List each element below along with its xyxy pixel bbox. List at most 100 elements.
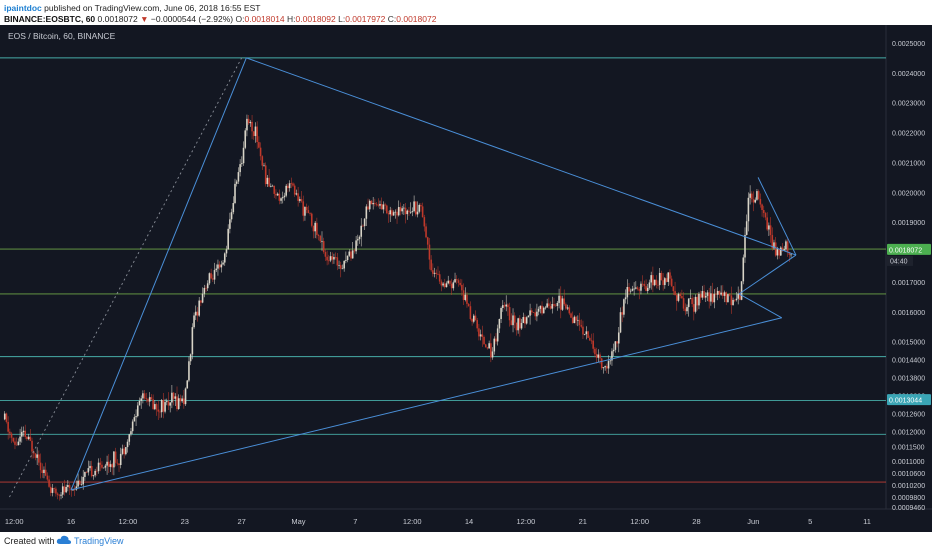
candle-body <box>193 315 195 328</box>
trendline-5[interactable] <box>738 293 783 319</box>
candle-body <box>324 252 327 257</box>
candle-body <box>575 316 577 321</box>
candle-body <box>131 421 134 432</box>
candle-body <box>781 247 784 251</box>
candle-body <box>577 319 579 321</box>
candle-body <box>737 293 739 299</box>
candle-body <box>135 416 137 418</box>
candle-body <box>130 431 132 435</box>
candle-body <box>715 293 717 295</box>
candle-body <box>503 305 506 307</box>
candle-body <box>684 308 687 312</box>
candle-body <box>391 210 393 216</box>
price-tick-label: 0.0024000 <box>892 71 925 78</box>
candle-body <box>357 239 359 241</box>
candle-body <box>372 203 374 205</box>
candle-body <box>365 206 368 219</box>
close-label: C: <box>387 14 397 24</box>
candle-body <box>539 305 542 309</box>
candle-body <box>418 204 421 212</box>
candle-body <box>191 327 194 355</box>
trendline-0[interactable] <box>70 57 247 491</box>
candle-body <box>426 237 429 245</box>
candle-body <box>305 206 308 211</box>
candle-body <box>150 397 153 400</box>
current-price-label: 0.0018072 <box>889 247 922 254</box>
candle-body <box>77 480 79 487</box>
candle-body <box>491 351 494 358</box>
candle-body <box>573 316 576 324</box>
candle-body <box>677 293 680 301</box>
candle-body <box>607 361 610 369</box>
candle-body <box>445 283 448 288</box>
candle-body <box>455 279 458 281</box>
candle-body <box>778 249 780 256</box>
candle-body <box>48 479 50 487</box>
candle-body <box>420 204 422 207</box>
candle-body <box>222 262 224 265</box>
candle-body <box>223 253 226 263</box>
candle-body <box>416 211 419 215</box>
trendline-1[interactable] <box>70 317 782 491</box>
price-axis[interactable]: 0.0025000 0.0024000 0.0023000 0.0022000 0.00… <box>892 41 925 512</box>
candle-body <box>606 366 608 369</box>
candle-body <box>218 264 221 268</box>
candle-body <box>20 432 23 437</box>
publisher-line: ipaintdoc published on TradingView.com, … <box>4 3 260 13</box>
candle-body <box>722 292 724 296</box>
trendlines[interactable] <box>9 57 797 498</box>
candle-body <box>646 287 649 292</box>
candle-body <box>259 147 262 157</box>
candle-body <box>355 240 357 252</box>
footer: Created with TradingView <box>0 532 932 550</box>
candle-body <box>440 281 443 286</box>
candle-body <box>701 291 704 298</box>
trendline-2[interactable] <box>246 57 797 256</box>
price-chart[interactable]: 0.0025000 0.0024000 0.0023000 0.0022000 0.00… <box>0 25 932 532</box>
candle-body <box>559 295 562 310</box>
candle-body <box>63 486 66 493</box>
candle-body <box>532 312 535 313</box>
candle-body <box>754 199 757 203</box>
candle-body <box>602 367 605 369</box>
candle-body <box>312 225 315 232</box>
candle-body <box>660 272 663 281</box>
candle-body <box>703 291 705 298</box>
candle-body <box>757 191 760 199</box>
candle-body <box>212 278 214 280</box>
low-value: 0.0017972 <box>345 14 386 24</box>
candle-body <box>699 293 702 298</box>
candle-body <box>459 282 461 285</box>
candle-body <box>467 303 470 307</box>
candle-body <box>403 207 405 209</box>
trendline-3[interactable] <box>738 254 797 295</box>
candle-body <box>616 341 618 344</box>
candle-body <box>104 465 107 468</box>
candle-body <box>408 210 410 213</box>
candle-body <box>587 331 589 338</box>
candle-body <box>732 299 734 306</box>
candle-body <box>507 304 509 308</box>
candle-body <box>749 193 751 198</box>
time-axis[interactable]: 12:00 16 12:00 23 27 May 7 12:00 14 12:00 21 12:00 2… <box>5 517 871 526</box>
tradingview-brand[interactable]: TradingView <box>74 536 124 546</box>
candle-body <box>648 282 651 288</box>
candle-body <box>92 475 95 477</box>
trendline-4[interactable] <box>757 177 797 256</box>
candle-body <box>237 172 240 182</box>
candle-body <box>773 242 775 249</box>
candle-body <box>339 265 342 269</box>
candle-body <box>268 177 270 187</box>
candle-body <box>595 354 598 358</box>
candle-body <box>548 303 550 307</box>
candle-body <box>215 268 218 271</box>
candle-body <box>691 298 693 305</box>
candle-body <box>213 270 216 280</box>
candle-body <box>599 354 601 359</box>
candle-body <box>626 286 629 298</box>
candle-body <box>672 286 675 292</box>
candle-body <box>351 250 354 259</box>
candle-body <box>636 287 639 290</box>
candle-body <box>10 433 13 438</box>
author-name[interactable]: ipaintdoc <box>4 3 42 13</box>
